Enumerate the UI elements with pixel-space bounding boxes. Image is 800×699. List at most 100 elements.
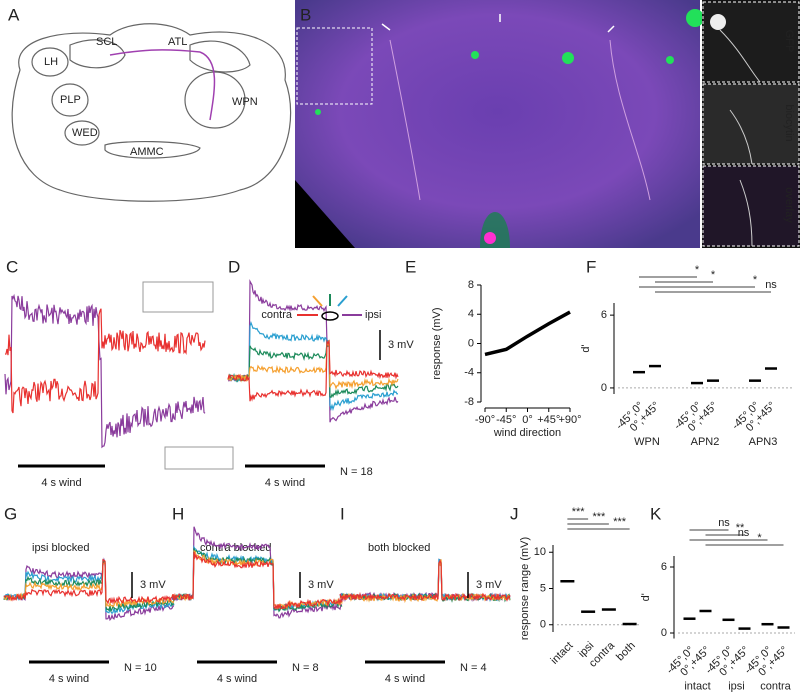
x-tick-label: intact xyxy=(548,640,575,667)
y-tick-label: 4 xyxy=(468,308,474,320)
trace xyxy=(3,558,175,605)
label: D xyxy=(228,257,240,276)
significance-label: ** xyxy=(736,522,745,534)
zoom-box xyxy=(164,446,234,470)
y-tick-label: 0 xyxy=(540,619,546,631)
y-tick-label: 6 xyxy=(661,561,667,573)
significance-label: * xyxy=(695,264,700,276)
label: G xyxy=(4,504,17,523)
scale-label: 3 mV xyxy=(308,579,334,591)
label: B xyxy=(300,5,311,24)
direction-label: contra xyxy=(261,309,292,321)
label: K xyxy=(650,504,662,523)
trace xyxy=(171,548,343,613)
n-label: N = 10 xyxy=(124,662,157,674)
direction-label: ipsi xyxy=(365,309,382,321)
trace xyxy=(339,559,511,604)
wind-arrow xyxy=(312,295,323,307)
group-label: APN2 xyxy=(691,436,720,448)
region-label: LH xyxy=(44,56,58,68)
x-tick-label: -45° xyxy=(496,414,516,426)
y-axis-label: response (mV) xyxy=(431,307,443,379)
fly-icon xyxy=(321,311,339,321)
x-tick-label: 0° xyxy=(522,414,533,426)
mean-line xyxy=(484,310,571,357)
inset-label: biocytin xyxy=(783,104,795,141)
x-tick-label: +45° xyxy=(537,414,560,426)
y-axis-label: d' xyxy=(580,344,592,352)
significance-label: * xyxy=(753,274,758,286)
stimulus-label: 4 s wind xyxy=(217,673,257,685)
significance-label: *** xyxy=(592,511,606,523)
panel-title: both blocked xyxy=(368,542,430,554)
region-label: AMMC xyxy=(130,146,164,158)
trace xyxy=(4,308,206,414)
trace xyxy=(227,341,399,399)
trace xyxy=(227,339,399,402)
trace xyxy=(339,559,511,602)
group-label: APN3 xyxy=(749,436,778,448)
trace xyxy=(3,559,175,613)
group-label: WPN xyxy=(634,436,660,448)
zoom-box xyxy=(142,281,214,313)
stimulus-label: 4 s wind xyxy=(49,673,89,685)
y-axis-label: response range (mV) xyxy=(519,537,531,640)
label: I xyxy=(340,504,345,523)
scale-label: 3 mV xyxy=(140,579,166,591)
region-label: WED xyxy=(72,127,98,139)
y-tick-label: 6 xyxy=(601,309,607,321)
scale-label: 3 mV xyxy=(388,339,414,351)
x-tick-label: -90° xyxy=(475,414,495,426)
stimulus-label: 4 s wind xyxy=(41,477,81,489)
x-tick-label: both xyxy=(614,640,638,664)
y-tick-label: 10 xyxy=(534,546,546,558)
trace xyxy=(171,550,343,611)
label: E xyxy=(405,257,416,276)
y-tick-label: 0 xyxy=(601,382,607,394)
region-label: ATL xyxy=(168,36,187,48)
n-label: N = 4 xyxy=(460,662,487,674)
y-axis-label: d' xyxy=(640,593,652,601)
y-tick-label: -8 xyxy=(464,396,474,408)
n-label: N = 18 xyxy=(340,466,373,478)
inset-label: overlay xyxy=(783,187,795,223)
group-label: intact xyxy=(684,680,710,692)
label: H xyxy=(172,504,184,523)
stimulus-label: 4 s wind xyxy=(385,673,425,685)
trace xyxy=(171,551,343,611)
significance-label: ns xyxy=(718,517,730,529)
region-label: PLP xyxy=(60,94,81,106)
panel-title: ipsi blocked xyxy=(32,542,89,554)
significance-label: ns xyxy=(765,279,777,291)
y-tick-label: 0 xyxy=(468,337,474,349)
group-label: ipsi xyxy=(728,680,745,692)
trace xyxy=(227,279,399,423)
trace xyxy=(227,320,399,412)
label: J xyxy=(510,504,519,523)
y-tick-label: 8 xyxy=(468,279,474,291)
scale-label: 3 mV xyxy=(476,579,502,591)
brain-schematic xyxy=(11,23,292,202)
label: C xyxy=(6,257,18,276)
wind-arrow xyxy=(337,295,348,307)
y-tick-label: 5 xyxy=(540,582,546,594)
y-tick-label: -4 xyxy=(464,367,474,379)
region-label: WPN xyxy=(232,96,258,108)
group-label: contra xyxy=(760,680,791,692)
n-label: N = 8 xyxy=(292,662,319,674)
significance-label: * xyxy=(711,269,716,281)
label: F xyxy=(586,257,596,276)
significance-label: *** xyxy=(613,516,627,528)
trace xyxy=(4,293,206,449)
significance-label: * xyxy=(757,532,762,544)
stimulus-label: 4 s wind xyxy=(265,477,305,489)
trace xyxy=(227,339,399,390)
trace xyxy=(171,526,343,619)
label: A xyxy=(8,5,20,24)
x-tick-label: +90° xyxy=(558,414,581,426)
region-label: SCL xyxy=(96,36,117,48)
significance-label: *** xyxy=(572,506,586,518)
significance-label: ns xyxy=(738,527,750,539)
y-tick-label: 0 xyxy=(661,627,667,639)
